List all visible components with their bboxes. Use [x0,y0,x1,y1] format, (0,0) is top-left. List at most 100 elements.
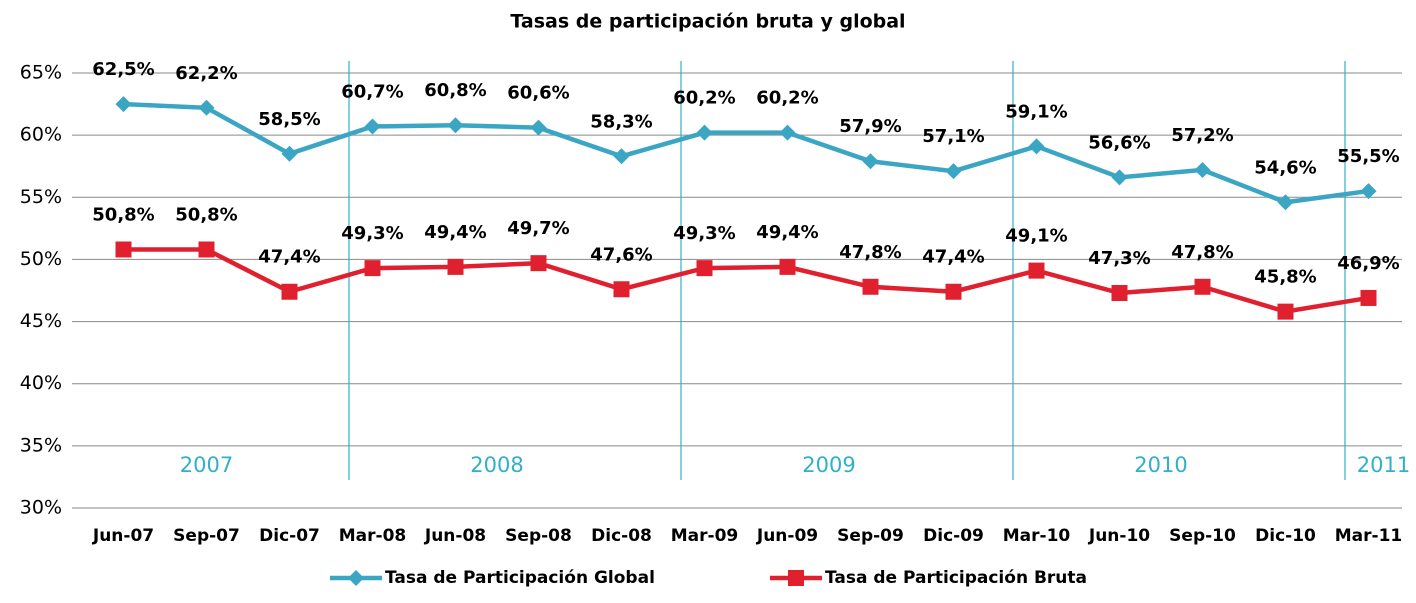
point [1111,169,1128,186]
series-line [123,101,1369,205]
value-label: 47,3% [1088,248,1150,269]
point [779,124,796,141]
legend-label: Tasa de Participación Global [385,568,655,588]
value-label: 47,8% [1171,242,1233,263]
point [862,153,879,170]
point [447,117,464,134]
x-tick-label: Dic-09 [923,526,984,546]
x-tick-label: Dic-07 [259,526,320,546]
y-tick-label: 35% [20,434,62,456]
point [696,260,713,277]
value-label: 49,4% [756,222,818,243]
x-tick-label: Dic-10 [1255,526,1316,546]
year-label: 2010 [1134,453,1187,477]
y-tick-label: 30% [20,497,62,519]
point [530,255,547,272]
point [1028,138,1045,155]
chart-title: Tasas de participación bruta y global [510,11,905,33]
point [530,119,547,136]
value-label: 49,3% [673,223,735,244]
point [1194,161,1211,178]
value-label: 56,6% [1088,132,1150,153]
x-tick-label: Dic-08 [591,526,652,546]
value-label: 60,6% [507,83,569,104]
series-line [123,247,1369,314]
point [1277,303,1294,320]
value-label: 57,1% [922,126,984,147]
point [613,281,630,298]
value-label: 58,3% [590,111,652,132]
y-tick-label: 55% [20,186,62,208]
point [281,145,298,162]
point [1028,262,1045,279]
x-tick-label: Mar-08 [339,526,407,546]
y-tick-label: 40% [20,372,62,394]
point [779,258,796,275]
point [1360,289,1377,306]
x-tick-label: Sep-08 [505,526,572,546]
point [364,260,381,277]
point [696,124,713,141]
value-label: 45,8% [1254,267,1316,288]
point [613,148,630,165]
point [281,283,298,300]
value-label: 49,4% [424,222,486,243]
x-tick-label: Jun-07 [92,526,154,546]
y-tick-label: 45% [20,310,62,332]
point [364,118,381,135]
value-label: 54,6% [1254,157,1316,178]
value-label: 60,8% [424,80,486,101]
y-tick-label: 50% [20,248,62,270]
value-label: 58,5% [258,109,320,130]
y-tick-label: 60% [20,124,62,146]
point [862,278,879,295]
year-label: 2008 [470,453,523,477]
value-label: 59,1% [1005,101,1067,122]
legend-label: Tasa de Participación Bruta [825,568,1087,588]
point [1111,284,1128,301]
value-label: 50,8% [92,204,154,225]
point [945,283,962,300]
value-label: 57,2% [1171,125,1233,146]
value-label: 47,8% [839,242,901,263]
year-label: 2011 [1357,453,1410,477]
point [198,241,215,258]
value-label: 62,5% [92,59,154,80]
x-tick-label: Jun-09 [756,526,818,546]
point [348,570,364,586]
x-tick-label: Mar-11 [1335,526,1403,546]
point [788,570,804,586]
point [945,163,962,180]
value-label: 49,1% [1005,226,1067,247]
point [115,241,132,258]
year-label: 2007 [180,453,233,477]
value-label: 60,2% [756,88,818,109]
value-label: 46,9% [1337,253,1399,274]
value-label: 55,5% [1337,146,1399,167]
point [1277,194,1294,211]
year-label: 2009 [802,453,855,477]
value-label: 57,9% [839,116,901,137]
x-tick-label: Sep-10 [1169,526,1236,546]
x-tick-label: Sep-09 [837,526,904,546]
point [115,96,132,113]
value-label: 49,7% [507,218,569,239]
value-label: 60,7% [341,81,403,102]
value-label: 47,4% [258,247,320,268]
x-tick-label: Jun-08 [424,526,486,546]
value-label: 62,2% [175,63,237,84]
value-label: 47,4% [922,247,984,268]
value-label: 47,6% [590,244,652,265]
point [198,99,215,116]
point [1360,183,1377,200]
value-label: 60,2% [673,88,735,109]
x-tick-label: Sep-07 [173,526,240,546]
point [447,258,464,275]
x-tick-label: Mar-09 [671,526,739,546]
point [1194,278,1211,295]
value-label: 49,3% [341,223,403,244]
x-tick-label: Jun-10 [1088,526,1150,546]
value-label: 50,8% [175,204,237,225]
y-tick-label: 65% [20,62,62,84]
